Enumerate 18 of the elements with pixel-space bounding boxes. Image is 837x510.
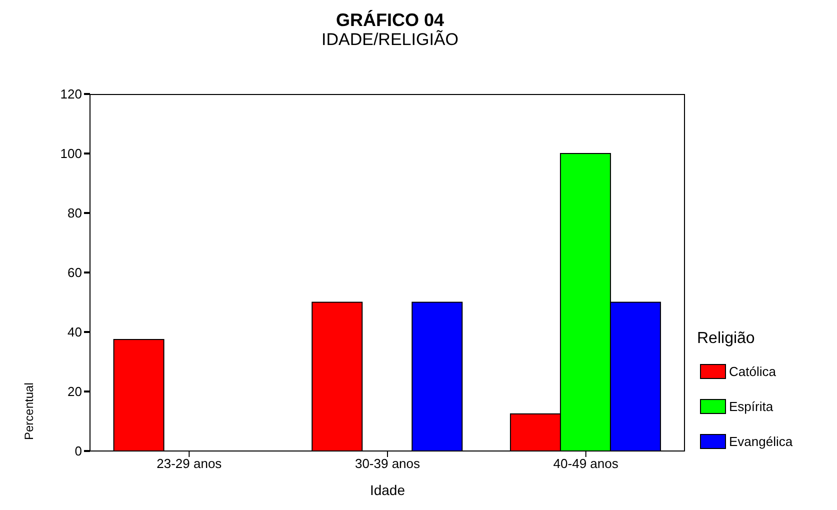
legend-label: Católica <box>729 364 776 379</box>
y-tick-label: 0 <box>74 444 82 459</box>
chart-subtitle: IDADE/RELIGIÃO <box>320 30 460 50</box>
y-tick-label: 80 <box>68 206 82 221</box>
x-tick-label: 40-49 anos <box>553 456 619 472</box>
y-tick-label: 60 <box>68 265 82 280</box>
y-tick-label: 20 <box>68 384 82 400</box>
x-tick-label: 23-29 anos <box>156 456 222 472</box>
x-tick-label: 30-39 anos <box>354 456 421 472</box>
x-axis-title: Idade <box>368 482 406 498</box>
chart-title: GRÁFICO 04 <box>334 10 446 30</box>
y-axis-title: Percentual <box>22 382 36 440</box>
y-tick-label: 120 <box>60 86 82 102</box>
legend-title: Religião <box>697 330 755 348</box>
legend-label: Espírita <box>729 399 774 414</box>
y-tick-label: 100 <box>60 146 82 162</box>
legend-label: Evangélica <box>729 434 793 449</box>
y-tick-label: 40 <box>68 324 82 340</box>
